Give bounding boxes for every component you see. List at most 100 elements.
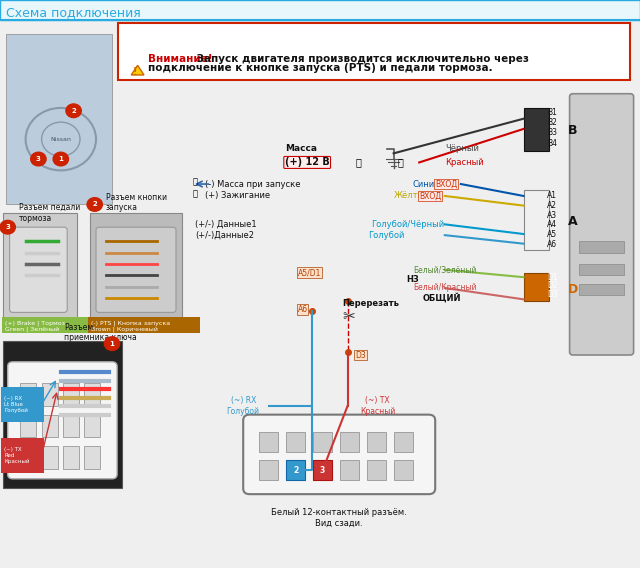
Bar <box>579 241 624 253</box>
FancyBboxPatch shape <box>6 34 112 204</box>
Text: !: ! <box>132 66 137 77</box>
Bar <box>63 383 79 406</box>
Text: (+/-) Данные1: (+/-) Данные1 <box>195 220 257 229</box>
Bar <box>42 415 58 437</box>
Bar <box>63 415 79 437</box>
Text: Белый/Зелёный: Белый/Зелёный <box>413 265 476 274</box>
Text: Разъем кнопки
запуска: Разъем кнопки запуска <box>106 193 166 212</box>
Text: D3: D3 <box>547 290 558 299</box>
Text: (~) RX
Lt Blue
Голубой: (~) RX Lt Blue Голубой <box>4 396 28 413</box>
Text: ✂: ✂ <box>342 310 355 324</box>
Bar <box>394 460 413 480</box>
Text: A6: A6 <box>547 240 557 249</box>
FancyBboxPatch shape <box>1 387 44 422</box>
Bar <box>313 432 332 452</box>
Text: A5/D1: A5/D1 <box>298 268 321 277</box>
Text: (+) Зажигание: (+) Зажигание <box>205 191 270 201</box>
Bar <box>286 432 305 452</box>
FancyBboxPatch shape <box>524 190 549 250</box>
Text: Чёрный: Чёрный <box>445 144 479 153</box>
Text: (+/-)Данные2: (+/-)Данные2 <box>195 231 254 240</box>
Text: D: D <box>568 283 579 296</box>
Polygon shape <box>131 65 144 75</box>
FancyBboxPatch shape <box>3 213 77 321</box>
Circle shape <box>31 152 46 166</box>
FancyBboxPatch shape <box>570 94 634 355</box>
Text: 2: 2 <box>293 466 298 475</box>
Text: Внимание!: Внимание! <box>148 54 213 64</box>
Text: A3: A3 <box>547 211 557 220</box>
Text: (~) TX
Красный: (~) TX Красный <box>360 396 396 416</box>
Text: A: A <box>568 215 578 228</box>
Text: Разъем
приемника ключа: Разъем приемника ключа <box>64 323 137 342</box>
Bar <box>579 284 624 295</box>
FancyBboxPatch shape <box>10 227 67 312</box>
Bar <box>259 460 278 480</box>
FancyBboxPatch shape <box>243 415 435 494</box>
Bar <box>20 446 36 469</box>
Bar <box>340 432 359 452</box>
Text: D1: D1 <box>547 273 558 282</box>
Bar <box>367 432 386 452</box>
Text: B2: B2 <box>547 118 557 127</box>
Text: (-) PTS | Кнопка запуска
Brown | Коричневый: (-) PTS | Кнопка запуска Brown | Коричне… <box>91 320 170 332</box>
FancyBboxPatch shape <box>524 273 549 301</box>
Text: 1: 1 <box>109 341 115 346</box>
Text: ВХОД: ВХОД <box>419 191 442 201</box>
Text: Белый 12-контактный разъём.
Вид сзади.: Белый 12-контактный разъём. Вид сзади. <box>271 508 407 528</box>
Text: 3: 3 <box>320 466 325 475</box>
FancyBboxPatch shape <box>1 438 44 473</box>
Bar <box>20 383 36 406</box>
Text: 🚗: 🚗 <box>397 157 403 168</box>
Bar <box>84 415 100 437</box>
Bar <box>84 446 100 469</box>
Text: Перерезать: Перерезать <box>342 299 399 308</box>
Text: B: B <box>568 124 578 137</box>
Text: ВХОД: ВХОД <box>435 179 458 189</box>
FancyBboxPatch shape <box>524 108 549 151</box>
FancyBboxPatch shape <box>2 317 94 333</box>
Text: Разъем педали
тормоза: Разъем педали тормоза <box>19 203 81 223</box>
Text: Схема подключения: Схема подключения <box>6 6 141 19</box>
Bar <box>313 460 332 480</box>
Text: ОБЩИЙ: ОБЩИЙ <box>422 293 461 303</box>
FancyBboxPatch shape <box>8 362 117 479</box>
Text: 2: 2 <box>71 108 76 114</box>
Bar <box>20 415 36 437</box>
Text: Nissan: Nissan <box>51 137 71 141</box>
FancyBboxPatch shape <box>88 317 200 333</box>
Text: Жёлтый: Жёлтый <box>394 191 430 201</box>
Text: 1: 1 <box>58 156 63 162</box>
Circle shape <box>66 104 81 118</box>
Text: B4: B4 <box>547 139 557 148</box>
Bar <box>579 264 624 275</box>
FancyBboxPatch shape <box>118 23 630 80</box>
Text: Красный: Красный <box>445 158 483 167</box>
Bar <box>286 460 305 480</box>
Text: НЗ: НЗ <box>406 275 419 284</box>
Text: 3: 3 <box>36 156 41 162</box>
Text: Голубой: Голубой <box>368 231 404 240</box>
Bar <box>42 446 58 469</box>
Text: 🚗: 🚗 <box>193 190 198 199</box>
Text: A2: A2 <box>547 201 557 210</box>
Bar <box>394 432 413 452</box>
Text: A4: A4 <box>547 220 557 229</box>
FancyBboxPatch shape <box>96 227 176 312</box>
Text: A1: A1 <box>547 191 557 201</box>
Circle shape <box>104 337 120 350</box>
Text: (+) Brake | Тормоз
Green | Зелёный: (+) Brake | Тормоз Green | Зелёный <box>5 320 65 332</box>
Circle shape <box>0 220 15 234</box>
Text: Масса: Масса <box>285 144 317 153</box>
FancyBboxPatch shape <box>3 341 122 488</box>
Text: Белый/Красный: Белый/Красный <box>413 283 476 293</box>
Text: Запуск двигателя производится исключительно через: Запуск двигателя производится исключител… <box>193 54 529 64</box>
Bar <box>367 460 386 480</box>
Bar <box>286 460 305 480</box>
Bar <box>259 432 278 452</box>
Text: (+) 12 В: (+) 12 В <box>285 157 330 168</box>
Text: (~) RX
Голубой: (~) RX Голубой <box>227 396 260 416</box>
Text: 2: 2 <box>92 202 97 207</box>
Bar <box>340 460 359 480</box>
Bar <box>313 460 332 480</box>
